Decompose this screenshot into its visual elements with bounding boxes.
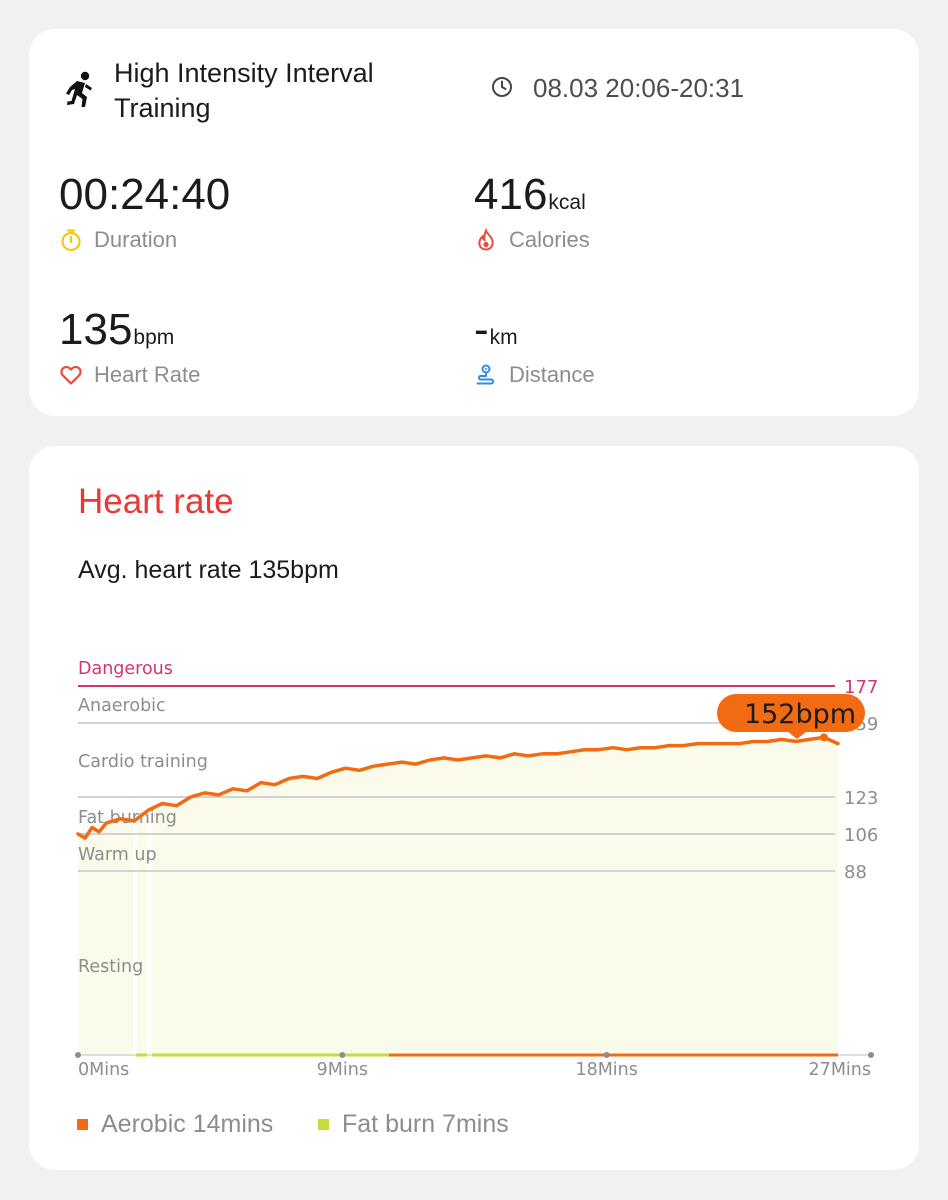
heart-rate-unit: bpm bbox=[133, 326, 175, 349]
route-icon bbox=[476, 364, 494, 385]
zone-label: Fat burning bbox=[78, 808, 177, 828]
distance-metric: -km Distance bbox=[474, 304, 595, 388]
zone-value-106: 106 bbox=[844, 825, 878, 846]
distance-label: Distance bbox=[509, 362, 595, 387]
calories-label: Calories bbox=[509, 227, 590, 252]
clock-icon bbox=[492, 77, 512, 97]
zone-label: Anaerobic bbox=[78, 696, 166, 716]
legend-fat-burn: Fat burn 7mins bbox=[318, 1110, 509, 1139]
zone-label: Warm up bbox=[78, 845, 157, 865]
calories-metric: 416kcal Calories bbox=[474, 169, 590, 253]
heart-rate-card: Heart rate Avg. heart rate 135bpm 177 159… bbox=[29, 446, 919, 1170]
duration-metric: 00:24:40 Duration bbox=[59, 169, 231, 253]
zone-label: Cardio training bbox=[78, 752, 208, 772]
x-tick-label: 9Mins bbox=[317, 1060, 368, 1080]
aerobic-swatch bbox=[77, 1119, 88, 1130]
calories-value: 416 bbox=[474, 170, 548, 219]
stopwatch-icon bbox=[61, 229, 81, 252]
workout-summary-card: High Intensity Interval Training 08.03 2… bbox=[29, 29, 919, 416]
fat-burn-swatch bbox=[318, 1119, 329, 1130]
legend-fat-burn-label: Fat burn 7mins bbox=[342, 1110, 509, 1138]
flame-icon bbox=[478, 228, 494, 251]
callout-label: 152bpm bbox=[744, 699, 856, 730]
x-tick-dot bbox=[868, 1052, 874, 1058]
x-tick-dot bbox=[75, 1052, 81, 1058]
zone-label: Resting bbox=[78, 957, 143, 977]
x-tick-label: 27Mins bbox=[809, 1060, 871, 1080]
heart-rate-metric: 135bpm Heart Rate bbox=[59, 304, 200, 388]
zone-value-88: 88 bbox=[844, 862, 867, 883]
heart-rate-line bbox=[76, 735, 840, 840]
x-tick-label: 18Mins bbox=[575, 1060, 637, 1080]
x-tick-dot bbox=[339, 1052, 346, 1058]
zone-value-177: 177 bbox=[844, 677, 878, 698]
fill-gap bbox=[147, 786, 152, 1055]
running-person-icon bbox=[66, 71, 92, 107]
legend-aerobic: Aerobic 14mins bbox=[77, 1110, 273, 1139]
duration-label: Duration bbox=[94, 227, 178, 252]
callout-bubble bbox=[717, 694, 865, 732]
heart-rate-label: Heart Rate bbox=[94, 362, 201, 387]
max-marker bbox=[819, 733, 828, 742]
zone-label: Dangerous bbox=[78, 659, 173, 679]
fill-gap bbox=[133, 786, 137, 1055]
heart-rate-title: Heart rate bbox=[78, 482, 234, 521]
zone-value-123: 123 bbox=[844, 788, 878, 809]
distance-value: - bbox=[474, 305, 489, 354]
calories-unit: kcal bbox=[548, 191, 586, 214]
legend-aerobic-label: Aerobic 14mins bbox=[101, 1110, 274, 1138]
workout-title: High Intensity Interval Training bbox=[114, 58, 374, 123]
heart-icon bbox=[60, 365, 82, 385]
workout-time-range: 08.03 20:06-20:31 bbox=[533, 73, 745, 103]
duration-value: 00:24:40 bbox=[59, 170, 231, 219]
callout-pointer bbox=[787, 731, 807, 739]
x-tick-label: 0Mins bbox=[78, 1060, 129, 1080]
chart-area-fill bbox=[78, 737, 838, 1055]
average-heart-rate: Avg. heart rate 135bpm bbox=[78, 556, 339, 584]
distance-unit: km bbox=[489, 326, 518, 349]
x-tick-dot bbox=[603, 1052, 610, 1058]
heart-rate-value: 135 bbox=[59, 305, 133, 354]
